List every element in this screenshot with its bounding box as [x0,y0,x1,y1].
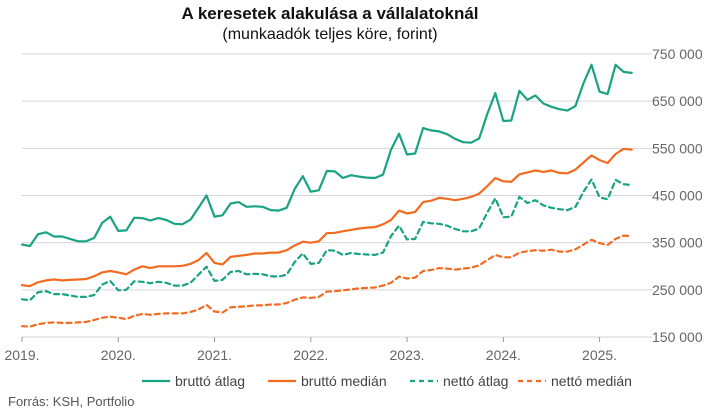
series-line [20,234,633,328]
legend-label: nettó átlag [443,373,508,389]
y-tick-label: 150 000 [652,329,703,345]
x-tick-label: 2024. [486,347,521,363]
series-line [20,63,633,248]
legend-label: bruttó átlag [175,373,245,389]
chart-subtitle: (munkaadók teljes köre, forint) [222,26,438,43]
x-tick-label: 2019. [4,347,39,363]
chart-title: A keresetek alakulása a vállalatoknál [181,4,479,23]
series-line [20,147,633,288]
y-tick-label: 550 000 [652,140,703,156]
y-tick-label: 450 000 [652,188,703,204]
x-tick-label: 2020. [101,347,136,363]
source-note: Forrás: KSH, Portfolio [8,394,135,409]
y-tick-label: 650 000 [652,93,703,109]
series-line [20,178,633,302]
y-tick-label: 350 000 [652,235,703,251]
legend-label: bruttó medián [301,373,387,389]
x-tick-label: 2025. [582,347,617,363]
legend-label: nettó medián [551,373,632,389]
x-tick-label: 2022. [293,347,328,363]
x-tick-label: 2023. [390,347,425,363]
y-tick-label: 250 000 [652,282,703,298]
x-tick-label: 2021. [197,347,232,363]
y-tick-label: 750 000 [652,46,703,62]
